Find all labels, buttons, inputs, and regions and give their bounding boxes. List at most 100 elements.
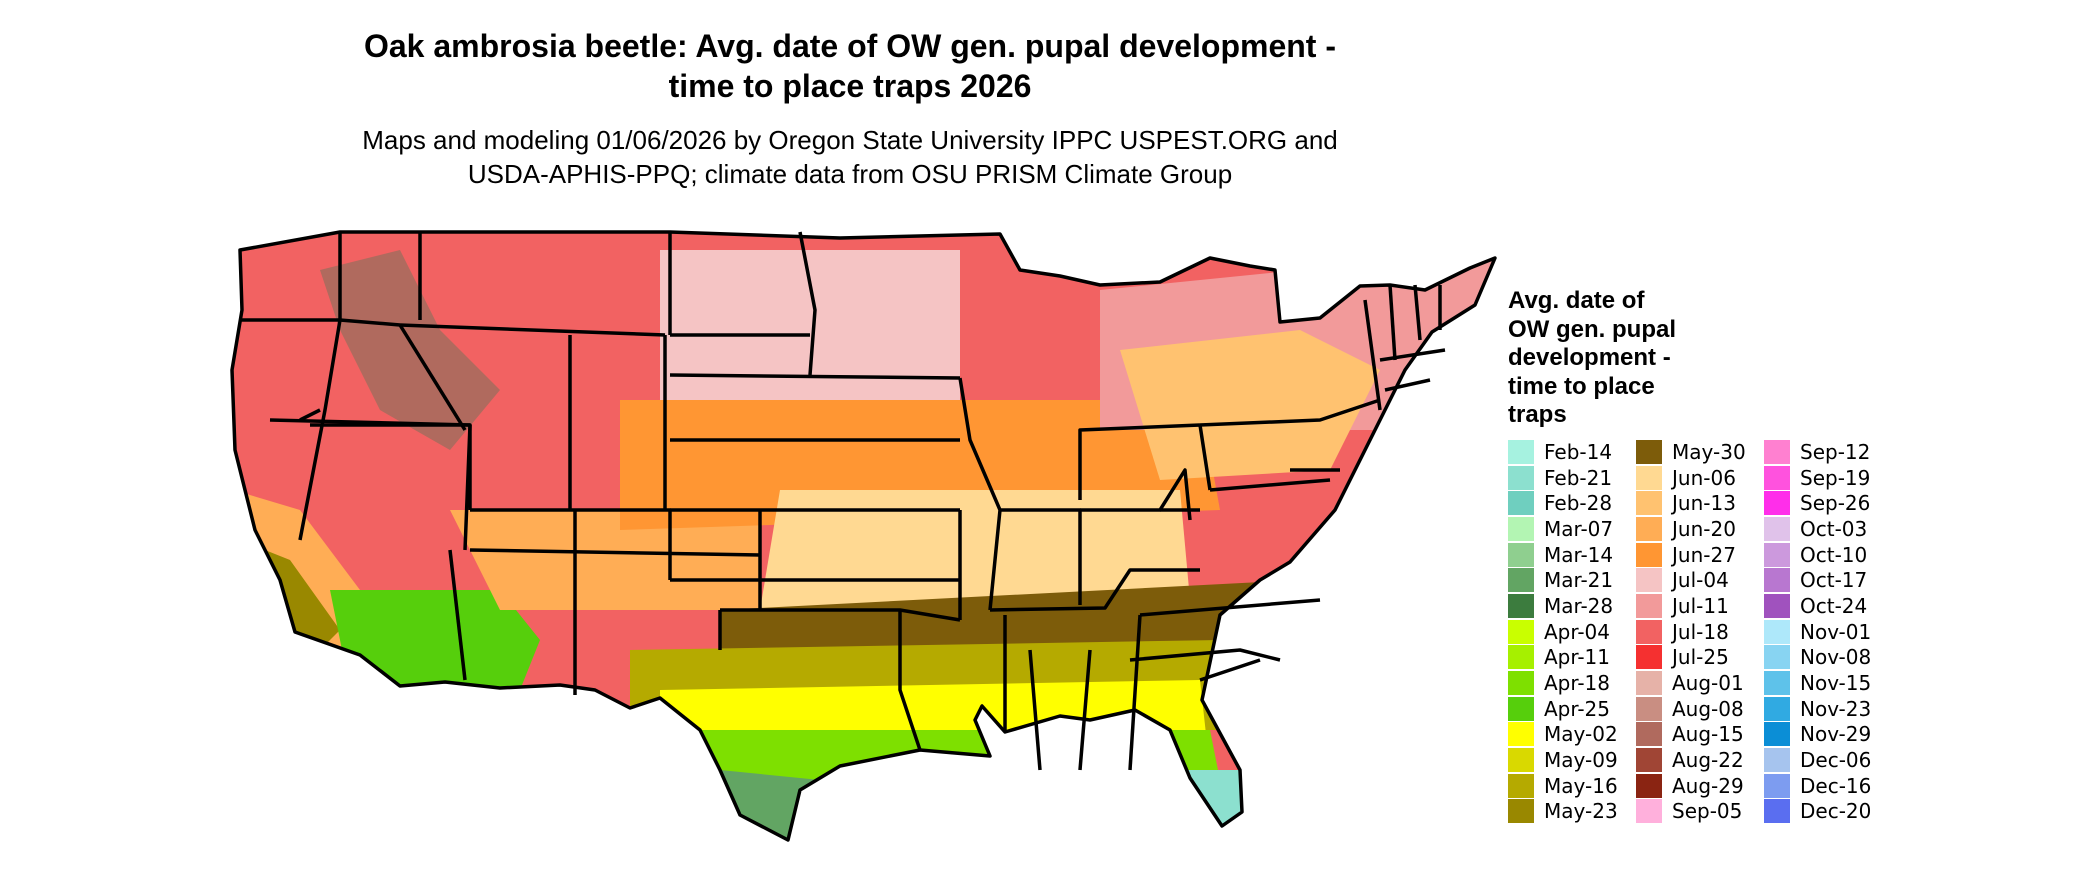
legend-swatch <box>1636 645 1662 670</box>
legend-item: May-23 <box>1508 799 1636 825</box>
legend-item: Jul-11 <box>1636 593 1764 619</box>
legend: Feb-14 Feb-21 Feb-28 Mar-07 Mar-14 Mar-21 Mar-… <box>1508 439 1892 824</box>
legend-item: Jun-27 <box>1636 542 1764 568</box>
us-map <box>230 230 1497 842</box>
legend-title-line: development - <box>1508 344 1671 371</box>
legend-swatch <box>1508 799 1534 824</box>
legend-label: Apr-11 <box>1544 645 1610 670</box>
legend-item: Mar-28 <box>1508 593 1636 619</box>
legend-title-line: traps <box>1508 401 1567 428</box>
legend-swatch <box>1636 671 1662 696</box>
legend-label: Nov-08 <box>1800 645 1872 670</box>
legend-label: Apr-25 <box>1544 696 1610 721</box>
legend-swatch <box>1508 722 1534 747</box>
legend-swatch <box>1764 645 1790 670</box>
legend-item: Feb-21 <box>1508 465 1636 491</box>
legend-swatch <box>1636 619 1662 644</box>
legend-label: Apr-04 <box>1544 619 1610 644</box>
legend-label: Jun-20 <box>1672 516 1736 541</box>
legend-item: Sep-05 <box>1636 799 1764 825</box>
legend-swatch <box>1636 593 1662 618</box>
legend-item: Aug-22 <box>1636 747 1764 773</box>
legend-item: Oct-10 <box>1764 542 1892 568</box>
state-borders <box>230 230 1497 842</box>
legend-label: Sep-05 <box>1672 799 1743 824</box>
legend-item: Aug-15 <box>1636 722 1764 748</box>
legend-swatch <box>1636 696 1662 721</box>
legend-item: Oct-17 <box>1764 567 1892 593</box>
legend-label: Aug-01 <box>1672 671 1744 696</box>
legend-label: Dec-06 <box>1800 748 1872 773</box>
legend-item: Jun-13 <box>1636 490 1764 516</box>
legend-swatch <box>1508 568 1534 593</box>
legend-swatch <box>1508 645 1534 670</box>
legend-label: Feb-28 <box>1544 491 1613 516</box>
legend-swatch <box>1508 516 1534 541</box>
legend-swatch <box>1636 568 1662 593</box>
legend-item: Dec-16 <box>1764 773 1892 799</box>
legend-item: Nov-01 <box>1764 619 1892 645</box>
legend-title: Avg. date of OW gen. pupal development -… <box>1508 287 1768 430</box>
legend-item: Jun-20 <box>1636 516 1764 542</box>
legend-label: May-16 <box>1544 773 1618 798</box>
legend-title-line: time to place <box>1508 372 1655 400</box>
legend-swatch <box>1764 465 1790 490</box>
legend-item: Oct-24 <box>1764 593 1892 619</box>
legend-label: Nov-15 <box>1800 671 1872 696</box>
legend-swatch <box>1636 799 1662 824</box>
legend-item: Aug-29 <box>1636 773 1764 799</box>
legend-item: Apr-11 <box>1508 645 1636 671</box>
legend-column: May-30 Jun-06 Jun-13 Jun-20 Jun-27 Jul-04 Jul-… <box>1636 439 1764 824</box>
legend-swatch <box>1508 696 1534 721</box>
legend-swatch <box>1764 748 1790 773</box>
legend-label: Mar-21 <box>1544 568 1614 593</box>
legend-label: Sep-12 <box>1800 439 1871 464</box>
legend-label: Jul-04 <box>1672 568 1729 593</box>
legend-label: May-09 <box>1544 748 1618 773</box>
legend-swatch <box>1508 671 1534 696</box>
legend-item: May-30 <box>1636 439 1764 465</box>
legend-item: Apr-18 <box>1508 670 1636 696</box>
legend-column: Sep-12 Sep-19 Sep-26 Oct-03 Oct-10 Oct-17 Oct-… <box>1764 439 1892 824</box>
legend-item: Dec-20 <box>1764 799 1892 825</box>
legend-label: Apr-18 <box>1544 671 1610 696</box>
legend-swatch <box>1508 593 1534 618</box>
legend-label: Nov-29 <box>1800 722 1872 747</box>
legend-label: May-02 <box>1544 722 1618 747</box>
legend-item: Mar-21 <box>1508 567 1636 593</box>
legend-swatch <box>1636 439 1662 464</box>
legend-item: May-09 <box>1508 747 1636 773</box>
legend-item: Jul-18 <box>1636 619 1764 645</box>
legend-item: Nov-29 <box>1764 722 1892 748</box>
legend-label: Jul-11 <box>1672 593 1729 618</box>
legend-label: Feb-14 <box>1544 439 1613 464</box>
legend-label: Sep-26 <box>1800 491 1871 516</box>
legend-swatch <box>1764 696 1790 721</box>
legend-item: Jul-04 <box>1636 567 1764 593</box>
legend-label: Aug-29 <box>1672 773 1744 798</box>
legend-swatch <box>1636 773 1662 798</box>
map-title-line-1: Oak ambrosia beetle: Avg. date of OW gen… <box>363 28 1336 64</box>
legend-swatch <box>1636 465 1662 490</box>
legend-swatch <box>1508 542 1534 567</box>
legend-swatch <box>1508 619 1534 644</box>
map-title-line-2: time to place traps 2026 <box>668 68 1032 104</box>
legend-swatch <box>1764 491 1790 516</box>
legend-label: Aug-08 <box>1672 696 1744 721</box>
legend-swatch <box>1764 773 1790 798</box>
legend-item: May-02 <box>1508 722 1636 748</box>
legend-label: Jun-13 <box>1672 491 1736 516</box>
legend-label: May-30 <box>1672 439 1746 464</box>
legend-item: Sep-19 <box>1764 465 1892 491</box>
legend-item: Feb-28 <box>1508 490 1636 516</box>
map-subtitle: Maps and modeling 01/06/2026 by Oregon S… <box>230 123 1470 191</box>
legend-item: Oct-03 <box>1764 516 1892 542</box>
legend-label: Dec-16 <box>1800 773 1872 798</box>
legend-swatch <box>1764 671 1790 696</box>
legend-item: Aug-08 <box>1636 696 1764 722</box>
legend-label: Jun-06 <box>1672 465 1736 490</box>
legend-item: Mar-14 <box>1508 542 1636 568</box>
legend-label: Sep-19 <box>1800 465 1871 490</box>
legend-label: Jul-25 <box>1672 645 1729 670</box>
legend-item: Sep-12 <box>1764 439 1892 465</box>
